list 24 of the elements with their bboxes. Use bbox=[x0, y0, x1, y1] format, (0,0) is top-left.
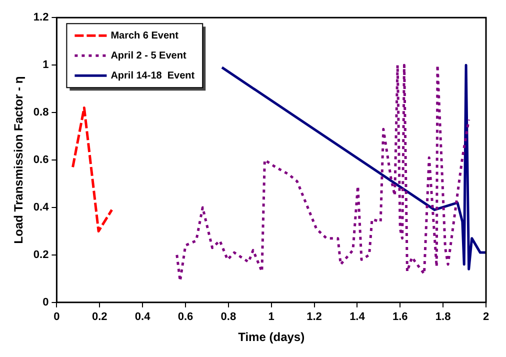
y-tick-label: 0.2 bbox=[33, 248, 49, 261]
legend-label: April 2 - 5 Event bbox=[110, 50, 187, 62]
x-tick-label: 2 bbox=[482, 311, 490, 324]
x-tick-label: 1 bbox=[268, 311, 274, 324]
y-tick-label: 0.4 bbox=[33, 202, 50, 214]
x-tick-label: 0.4 bbox=[134, 311, 152, 324]
y-axis-title: Load Transmission Factor - η bbox=[12, 76, 26, 244]
x-tick-label: 0.2 bbox=[92, 311, 108, 324]
y-tick-label: 0 bbox=[42, 296, 49, 308]
x-tick-label: 0.6 bbox=[178, 311, 194, 324]
x-tick-label: 1.2 bbox=[306, 311, 322, 324]
y-tick-label: 1 bbox=[42, 59, 49, 72]
y-tick-label: 0.8 bbox=[33, 106, 49, 119]
x-tick-label: 1.8 bbox=[435, 311, 451, 324]
legend-label: April 14-18 Event bbox=[110, 70, 196, 82]
x-tick-label: 1.4 bbox=[350, 311, 366, 324]
x-tick-label: 1.6 bbox=[392, 311, 408, 324]
x-axis-title: Time (days) bbox=[238, 330, 305, 344]
y-tick-label: 1.2 bbox=[33, 12, 49, 24]
line-series bbox=[72, 106, 114, 232]
y-tick-label: 0.6 bbox=[33, 154, 49, 166]
x-tick-label: 0 bbox=[54, 311, 60, 324]
legend-label: March 6 Event bbox=[110, 30, 180, 42]
x-tick-label: 0.8 bbox=[220, 311, 236, 324]
